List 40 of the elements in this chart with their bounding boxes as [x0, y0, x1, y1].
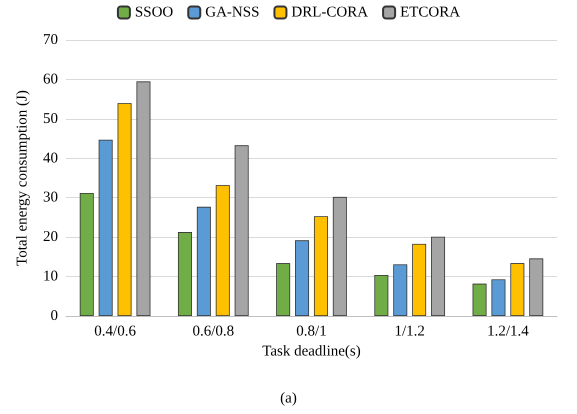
y-tick-label: 0 [50, 308, 58, 324]
bar [178, 232, 192, 316]
y-tick-label: 10 [43, 268, 58, 285]
bar [276, 263, 290, 316]
bar [472, 284, 487, 316]
bar [314, 216, 328, 316]
bar [374, 274, 388, 316]
legend-label: DRL-CORA [291, 4, 368, 20]
bar [529, 258, 544, 316]
bar [234, 145, 249, 316]
legend-label: GA-NSS [205, 4, 260, 20]
x-tick-label: 0.4/0.6 [94, 324, 136, 340]
text: (a) [280, 390, 297, 406]
bar [393, 264, 408, 316]
legend-label: ETCORA [400, 4, 460, 20]
bar [98, 140, 113, 316]
bar [510, 263, 524, 316]
bar [216, 185, 230, 316]
bar [412, 244, 426, 316]
y-tick-label: 50 [43, 110, 58, 127]
y-tick-label: 60 [43, 71, 58, 88]
bar [295, 240, 310, 316]
legend-label: SSOO [134, 4, 174, 20]
y-tick-label: 40 [43, 150, 58, 166]
x-tick-label: 1/1.2 [394, 324, 425, 340]
bar [491, 279, 506, 316]
bar [80, 192, 94, 316]
x-axis-title: Task deadline(s) [262, 343, 361, 360]
bar [136, 81, 150, 316]
x-tick-label: 0.8/1 [296, 324, 327, 340]
y-tick-label: 70 [43, 32, 58, 48]
y-tick-label: 30 [43, 190, 58, 206]
bar [332, 196, 347, 316]
bar [118, 103, 132, 316]
y-axis-title: Total energy consumption (J) [14, 90, 30, 266]
bar [196, 206, 211, 316]
x-tick-label: 0.6/0.8 [192, 324, 234, 340]
bar [431, 236, 446, 316]
y-tick-label: 20 [43, 229, 58, 246]
x-tick-label: 1.2/1.4 [487, 324, 530, 340]
